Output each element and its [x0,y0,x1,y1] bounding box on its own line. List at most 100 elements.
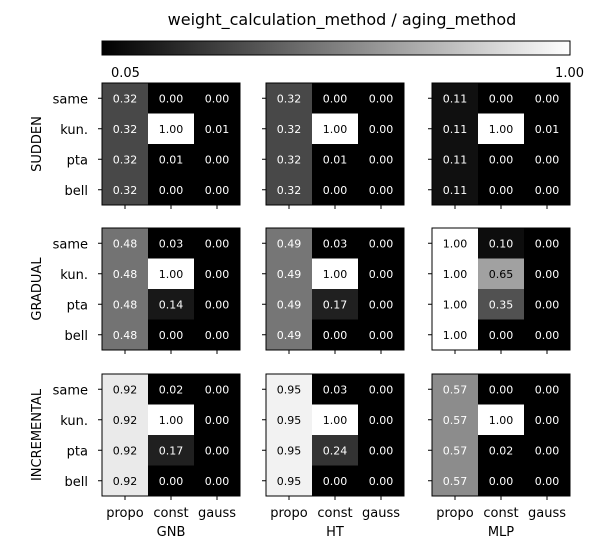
cell-value-label: 0.00 [205,475,230,488]
cell-value-label: 0.00 [489,92,514,105]
cell-value-label: 0.00 [535,237,560,250]
colorbar-min-label: 0.05 [111,66,140,81]
heatmap-cell [524,435,570,466]
heatmap-cell [524,258,570,289]
heatmap-cell [102,113,148,144]
heatmap-cell [432,228,478,259]
heatmap-cell [524,83,570,114]
heatmap-cell [524,174,570,205]
heatmap-cell [266,404,312,435]
heatmap-cell [266,174,312,205]
cell-value-label: 0.48 [113,329,138,342]
cell-value-label: 1.00 [443,268,468,281]
cell-value-label: 0.00 [369,92,394,105]
cell-value-label: 0.14 [159,298,184,311]
cell-value-label: 0.00 [369,268,394,281]
cell-value-label: 0.00 [535,414,560,427]
cell-value-label: 0.00 [159,475,184,488]
row-tick-label: pta [67,444,88,459]
cell-value-label: 1.00 [323,268,348,281]
heatmap-cell [148,465,194,496]
cell-value-label: 1.00 [443,298,468,311]
cell-value-label: 0.32 [113,184,138,197]
cell-value-label: 0.00 [489,329,514,342]
heatmap-cell [194,404,240,435]
heatmap-cell [358,319,404,350]
heatmap-cell [266,435,312,466]
column-tick-label: gauss [198,506,236,521]
heatmap-cell [102,144,148,175]
cell-value-label: 0.32 [277,92,302,105]
cell-value-label: 0.00 [159,92,184,105]
cell-value-label: 0.03 [159,237,184,250]
heatmap-cell [432,374,478,405]
heatmap-cell [312,435,358,466]
heatmap-cell [524,404,570,435]
heatmap-cell [266,289,312,320]
heatmap-cell [194,435,240,466]
cell-value-label: 0.00 [205,237,230,250]
column-tick-label: gauss [528,506,566,521]
cell-value-label: 0.00 [489,184,514,197]
cell-value-label: 0.24 [323,444,348,457]
cell-value-label: 0.00 [205,329,230,342]
cell-value-label: 0.32 [113,123,138,136]
cell-value-label: 1.00 [159,123,184,136]
heatmap-cell [358,144,404,175]
row-tick-label: pta [67,298,88,313]
heatmap-cell [358,374,404,405]
cell-value-label: 0.57 [443,383,468,396]
heatmap-cell [148,258,194,289]
heatmap-cell [102,374,148,405]
cell-value-label: 0.00 [535,153,560,166]
heatmap-cell [358,113,404,144]
cell-value-label: 0.00 [535,444,560,457]
column-group-label: HT [326,525,344,540]
heatmap-cell [312,83,358,114]
cell-value-label: 0.11 [443,92,468,105]
heatmap-cell [194,258,240,289]
heatmap-cell [266,144,312,175]
heatmap-cell [266,228,312,259]
heatmap-panels: 0.32 0.00 0.00 0.32 1.00 0.01 0.32 0.01 0.00 0.32… [30,82,571,540]
heatmap-cell [524,465,570,496]
cell-value-label: 0.03 [323,237,348,250]
cell-value-label: 0.00 [159,329,184,342]
heatmap-cell [194,228,240,259]
row-tick-label: kun. [60,268,88,283]
heatmap-cell [102,289,148,320]
row-group-label: INCREMENTAL [30,388,45,481]
cell-value-label: 0.00 [535,383,560,396]
cell-value-label: 0.02 [159,383,184,396]
heatmap-cell [358,83,404,114]
heatmap-cell [478,258,524,289]
cell-value-label: 0.01 [159,153,184,166]
heatmap-cell [358,435,404,466]
cell-value-label: 0.95 [277,383,302,396]
heatmap-cell [312,319,358,350]
cell-value-label: 0.32 [277,123,302,136]
heatmap-cell [312,258,358,289]
cell-value-label: 0.00 [205,414,230,427]
cell-value-label: 0.49 [277,268,302,281]
heatmap-cell [312,404,358,435]
heatmap-cell [148,174,194,205]
cell-value-label: 0.11 [443,184,468,197]
cell-value-label: 0.32 [277,153,302,166]
cell-value-label: 0.00 [489,383,514,396]
row-tick-label: bell [65,475,88,490]
cell-value-label: 1.00 [489,123,514,136]
cell-value-label: 1.00 [159,268,184,281]
heatmap-cell [148,404,194,435]
heatmap-cell [432,319,478,350]
cell-value-label: 0.00 [535,268,560,281]
heatmap-cell [312,174,358,205]
cell-value-label: 0.65 [489,268,514,281]
column-tick-label: const [153,506,188,521]
heatmap-cell [432,113,478,144]
chart-title: weight_calculation_method / aging_method [168,10,517,30]
column-tick-label: propo [436,506,474,521]
heatmap-cell [312,113,358,144]
heatmap-cell [478,374,524,405]
heatmap-cell [102,258,148,289]
